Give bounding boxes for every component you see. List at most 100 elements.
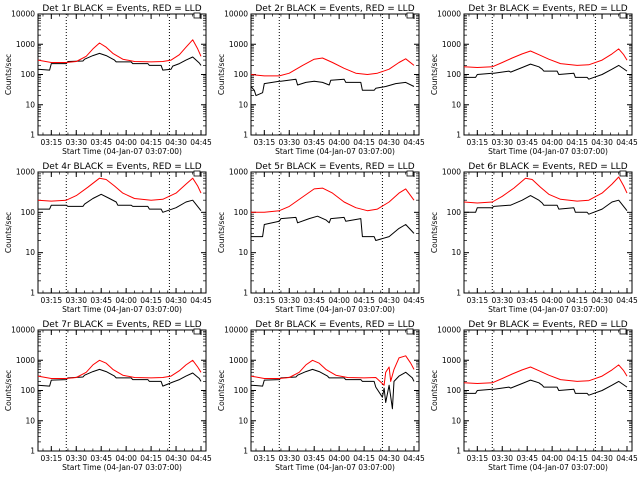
chart-3-ytick-label: 100 — [447, 70, 462, 79]
chart-2-ytick-label: 10000 — [224, 10, 248, 19]
chart-9-corner-marker — [619, 328, 627, 335]
chart-6-ytick-label: 10 — [451, 248, 461, 257]
chart-4-xtick-label: 04:30 — [165, 296, 187, 305]
chart-6-xtick-label: 04:45 — [616, 296, 638, 305]
chart-5-lld-line — [251, 187, 415, 213]
chart-6-panel: Det 6r BLACK = Events, RED = LLD 1 10 100 10… — [430, 162, 638, 314]
chart-3-xtick-label: 03:15 — [466, 138, 488, 147]
chart-7-xtick-label: 04:00 — [115, 454, 137, 463]
chart-1-title: Det 1r BLACK = Events, RED = LLD — [42, 4, 201, 14]
chart-3-corner-marker — [619, 12, 627, 19]
chart-7-lld-line — [37, 359, 202, 379]
chart-2-ytick-label: 100 — [234, 70, 249, 79]
chart-9-lld-line — [463, 364, 628, 384]
chart-8-ytick-label: 1000 — [229, 356, 248, 365]
chart-3-xtick-label: 04:15 — [566, 138, 588, 147]
chart-1-ytick-label: 1 — [30, 131, 35, 140]
chart-7-events-line — [37, 368, 202, 387]
chart-2-events-line — [250, 78, 415, 97]
chart-1-xtick-label: 03:30 — [65, 138, 87, 147]
chart-4-xlabel: Start Time (04-Jan-07 03:07:00) — [62, 305, 182, 314]
chart-6-xtick-label: 03:15 — [466, 296, 488, 305]
chart-7-xtick-label: 03:45 — [90, 454, 112, 463]
chart-7-xtick-label: 04:45 — [190, 454, 212, 463]
chart-4-xtick-label: 03:30 — [65, 296, 87, 305]
chart-9-xtick-label: 03:45 — [516, 454, 538, 463]
chart-5-events-line — [251, 215, 415, 241]
chart-5-xtick-label: 04:45 — [403, 296, 425, 305]
chart-7-xtick-label: 04:15 — [140, 454, 162, 463]
chart-3-events-line — [464, 63, 628, 80]
chart-9-ytick-label: 10000 — [437, 326, 461, 335]
chart-5-ytick-label: 10 — [238, 248, 248, 257]
chart-8-xtick-label: 03:45 — [303, 454, 325, 463]
chart-8-panel: Det 8r BLACK = Events, RED = LLD 1 10 100 10… — [217, 320, 425, 472]
chart-1-plot-frame — [37, 13, 207, 136]
chart-5-title: Det 5r BLACK = Events, RED = LLD — [255, 162, 414, 172]
chart-1-xtick-label: 04:45 — [190, 138, 212, 147]
chart-1-xlabel: Start Time (04-Jan-07 03:07:00) — [62, 147, 182, 156]
chart-3-plot-frame — [463, 13, 633, 136]
chart-9-ytick-label: 100 — [447, 386, 462, 395]
chart-2-xtick-label: 03:45 — [303, 138, 325, 147]
chart-9-events-line — [464, 379, 628, 396]
chart-4-ytick-label: 1000 — [16, 168, 35, 177]
chart-9-xlabel: Start Time (04-Jan-07 03:07:00) — [488, 463, 608, 472]
chart-8-xtick-label: 04:30 — [378, 454, 400, 463]
chart-1-xtick-label: 04:00 — [115, 138, 137, 147]
chart-7-title: Det 7r BLACK = Events, RED = LLD — [42, 320, 201, 330]
chart-2-ylabel: Counts/sec — [217, 54, 226, 95]
chart-4-xtick-label: 04:45 — [190, 296, 212, 305]
chart-6-lld-line — [463, 176, 628, 204]
chart-5-plot-frame — [250, 171, 420, 294]
chart-5-xtick-label: 03:45 — [303, 296, 325, 305]
chart-3-ytick-label: 1000 — [442, 40, 461, 49]
chart-4-xtick-label: 03:45 — [90, 296, 112, 305]
chart-3-panel: Det 3r BLACK = Events, RED = LLD 1 10 100 10… — [430, 4, 638, 156]
chart-1-xtick-label: 04:30 — [165, 138, 187, 147]
chart-9-ytick-label: 1 — [456, 447, 461, 456]
chart-6-xtick-label: 04:15 — [566, 296, 588, 305]
chart-8-xtick-label: 04:00 — [328, 454, 350, 463]
chart-7-xtick-label: 04:30 — [165, 454, 187, 463]
chart-7-ytick-label: 10 — [25, 416, 35, 425]
chart-2-corner-marker — [406, 12, 414, 19]
chart-4-xtick-label: 03:15 — [40, 296, 62, 305]
chart-9-xtick-label: 04:15 — [566, 454, 588, 463]
chart-8-ytick-label: 10 — [238, 416, 248, 425]
chart-2-ytick-label: 10 — [238, 100, 248, 109]
chart-2-plot-frame — [250, 13, 420, 136]
chart-3-ytick-label: 1 — [456, 131, 461, 140]
chart-8-ytick-label: 100 — [234, 386, 249, 395]
chart-4-ytick-label: 1 — [30, 289, 35, 298]
chart-6-xlabel: Start Time (04-Jan-07 03:07:00) — [488, 305, 608, 314]
chart-1-ytick-label: 10000 — [11, 10, 35, 19]
chart-1-xtick-label: 04:15 — [140, 138, 162, 147]
chart-4-events-line — [38, 193, 202, 213]
chart-2-xtick-label: 04:45 — [403, 138, 425, 147]
chart-6-xtick-label: 03:45 — [516, 296, 538, 305]
chart-1-events-line — [37, 52, 202, 71]
chart-2-ytick-label: 1000 — [229, 40, 248, 49]
chart-4-lld-line — [37, 177, 202, 202]
chart-3-xlabel: Start Time (04-Jan-07 03:07:00) — [488, 147, 608, 156]
chart-2-xtick-label: 03:30 — [278, 138, 300, 147]
chart-6-plot-frame — [463, 171, 633, 294]
chart-8-title: Det 8r BLACK = Events, RED = LLD — [255, 320, 414, 330]
chart-1-xtick-label: 03:15 — [40, 138, 62, 147]
chart-1-panel: Det 1r BLACK = Events, RED = LLD 1 10 100 10… — [4, 4, 212, 156]
chart-7-xtick-label: 03:15 — [40, 454, 62, 463]
chart-2-xlabel: Start Time (04-Jan-07 03:07:00) — [275, 147, 395, 156]
chart-3-ytick-label: 10 — [451, 100, 461, 109]
chart-7-panel: Det 7r BLACK = Events, RED = LLD 1 10 100 10… — [4, 320, 212, 472]
chart-8-xtick-label: 04:45 — [403, 454, 425, 463]
chart-3-title: Det 3r BLACK = Events, RED = LLD — [468, 4, 627, 14]
chart-5-ytick-label: 1 — [243, 289, 248, 298]
chart-8-ytick-label: 10000 — [224, 326, 248, 335]
chart-1-ylabel: Counts/sec — [4, 54, 13, 95]
chart-4-xtick-label: 04:00 — [115, 296, 137, 305]
chart-8-xtick-label: 04:15 — [353, 454, 375, 463]
chart-4-xtick-label: 04:15 — [140, 296, 162, 305]
chart-7-ytick-label: 1 — [30, 447, 35, 456]
